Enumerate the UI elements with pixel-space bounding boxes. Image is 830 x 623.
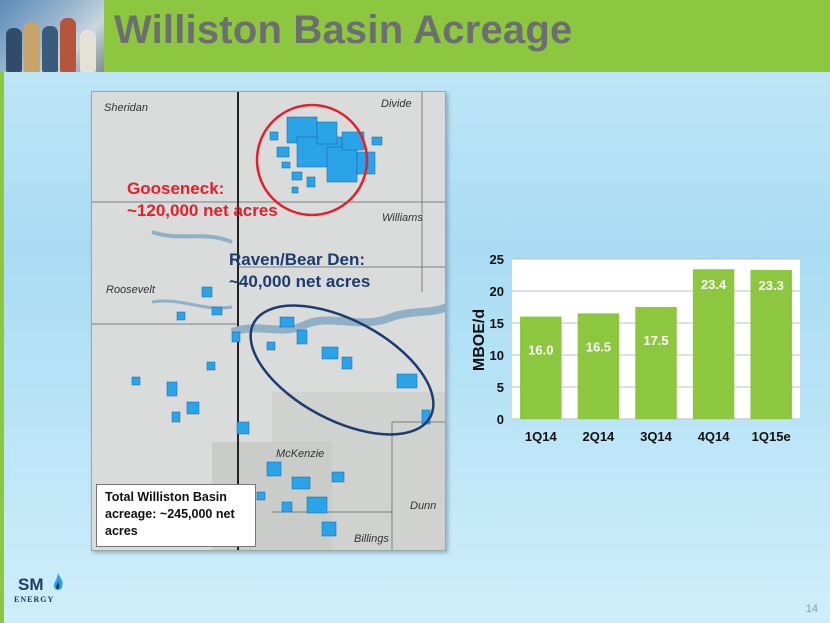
page-number: 14 [805,603,818,615]
x-tick-label: 2Q14 [582,429,615,444]
y-tick-label: 25 [490,252,504,267]
county-label-divide: Divide [381,98,412,110]
x-tick-label: 1Q14 [525,429,558,444]
data-label: 16.0 [528,343,553,358]
county-label-roosevelt: Roosevelt [106,284,155,296]
bar-1q14 [520,316,562,419]
bar-1q15e [750,269,792,419]
y-tick-label: 0 [497,412,504,427]
bar-4q14 [692,269,735,419]
y-axis-label: MBOE/d [471,309,488,371]
map-graphic [92,92,445,550]
raven-bear-den-callout: Raven/Bear Den: ~40,000 net acres [229,250,371,291]
left-accent-bar [0,72,4,623]
bar-3q14 [635,307,677,419]
y-tick-label: 15 [490,316,504,331]
county-label-dunn: Dunn [410,500,437,512]
x-tick-label: 1Q15e [752,429,791,444]
data-label: 17.5 [643,333,668,348]
y-tick-label: 10 [490,348,504,363]
logo-sm-text: SM [18,575,44,594]
production-chart: 16.0 16.5 17.5 23.4 23.3 0 5 10 15 20 25 1Q14 2Q14… [460,240,820,470]
logo-energy-text: ENERGY [14,595,55,604]
county-label-sheridan: Sheridan [104,102,149,114]
production-chart-svg: 16.0 16.5 17.5 23.4 23.3 0 5 10 15 20 25 1Q14 2Q14… [471,252,800,444]
flame-icon [53,573,63,590]
header-band [0,0,830,72]
county-label-mckenzie: McKenzie [276,448,325,460]
sm-energy-logo: SM ENERGY [14,571,66,611]
x-tick-label: 4Q14 [698,429,731,444]
gooseneck-callout: Gooseneck: ~120,000 net acres [127,179,278,220]
county-label-williams: Williams [382,212,423,224]
y-tick-label: 5 [497,380,504,395]
slide-title: Williston Basin Acreage [114,8,573,52]
header-photo [0,0,104,72]
total-acreage-box: Total Williston Basin acreage: ~245,000 … [96,484,256,547]
gooseneck-outline [255,103,369,217]
county-label-billings: Billings [354,533,389,545]
x-tick-label: 3Q14 [640,429,673,444]
data-label: 23.4 [701,277,727,292]
raven-outline [249,304,435,436]
data-label: 16.5 [586,339,611,354]
y-tick-label: 20 [490,284,504,299]
bar-2q14 [577,313,620,419]
acreage-map: Sheridan Divide Williams Roosevelt McKen… [91,91,446,551]
data-label: 23.3 [759,278,784,293]
